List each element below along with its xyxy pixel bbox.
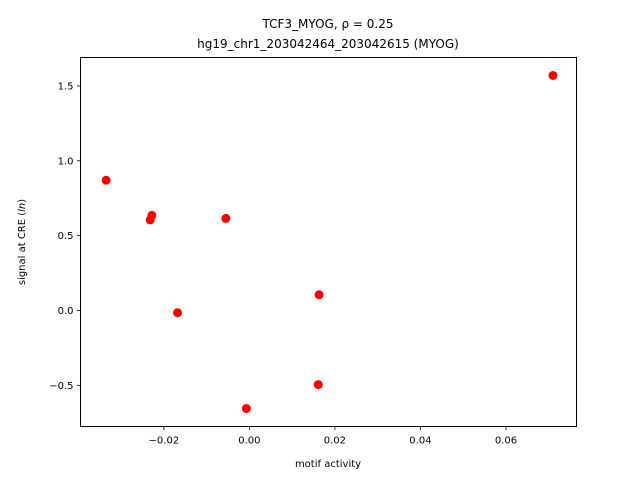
x-tick-label: 0.06 — [495, 436, 517, 447]
data-point — [173, 308, 183, 318]
x-axis-ticks: −0.02 0.00 0.02 0.04 0.06 — [149, 426, 517, 447]
x-tick-label: 0.00 — [238, 436, 260, 447]
x-tick-label: 0.02 — [324, 436, 346, 447]
y-tick-label: 0.5 — [58, 231, 74, 242]
y-axis-ticks: −0.5 0.0 0.5 1.0 1.5 — [49, 81, 81, 392]
y-axis-label: signal at CRE (ln) — [17, 199, 28, 285]
data-point — [241, 404, 251, 414]
data-point — [221, 213, 231, 223]
y-tick-label: 0.0 — [58, 306, 74, 317]
x-tick-label: 0.04 — [409, 436, 431, 447]
y-tick-label: 1.0 — [58, 156, 74, 167]
y-tick-label: 1.5 — [58, 81, 74, 92]
title-line1-text: TCF3_MYOG, ρ = 0.25 — [262, 17, 394, 31]
x-axis-label: motif activity — [295, 459, 361, 470]
chart-title-line2: hg19_chr1_203042464_203042615 (MYOG) — [197, 37, 459, 51]
x-tick-label: −0.02 — [149, 436, 180, 447]
data-point — [101, 175, 111, 185]
data-point — [548, 70, 558, 80]
data-points — [101, 70, 558, 414]
y-tick-label: −0.5 — [49, 381, 73, 392]
data-point — [145, 215, 155, 225]
chart-title-line1: TCF3_MYOG, ρ = 0.25 — [262, 17, 394, 31]
data-point — [313, 380, 323, 390]
data-point — [314, 290, 324, 300]
plot-area-frame — [80, 57, 577, 427]
